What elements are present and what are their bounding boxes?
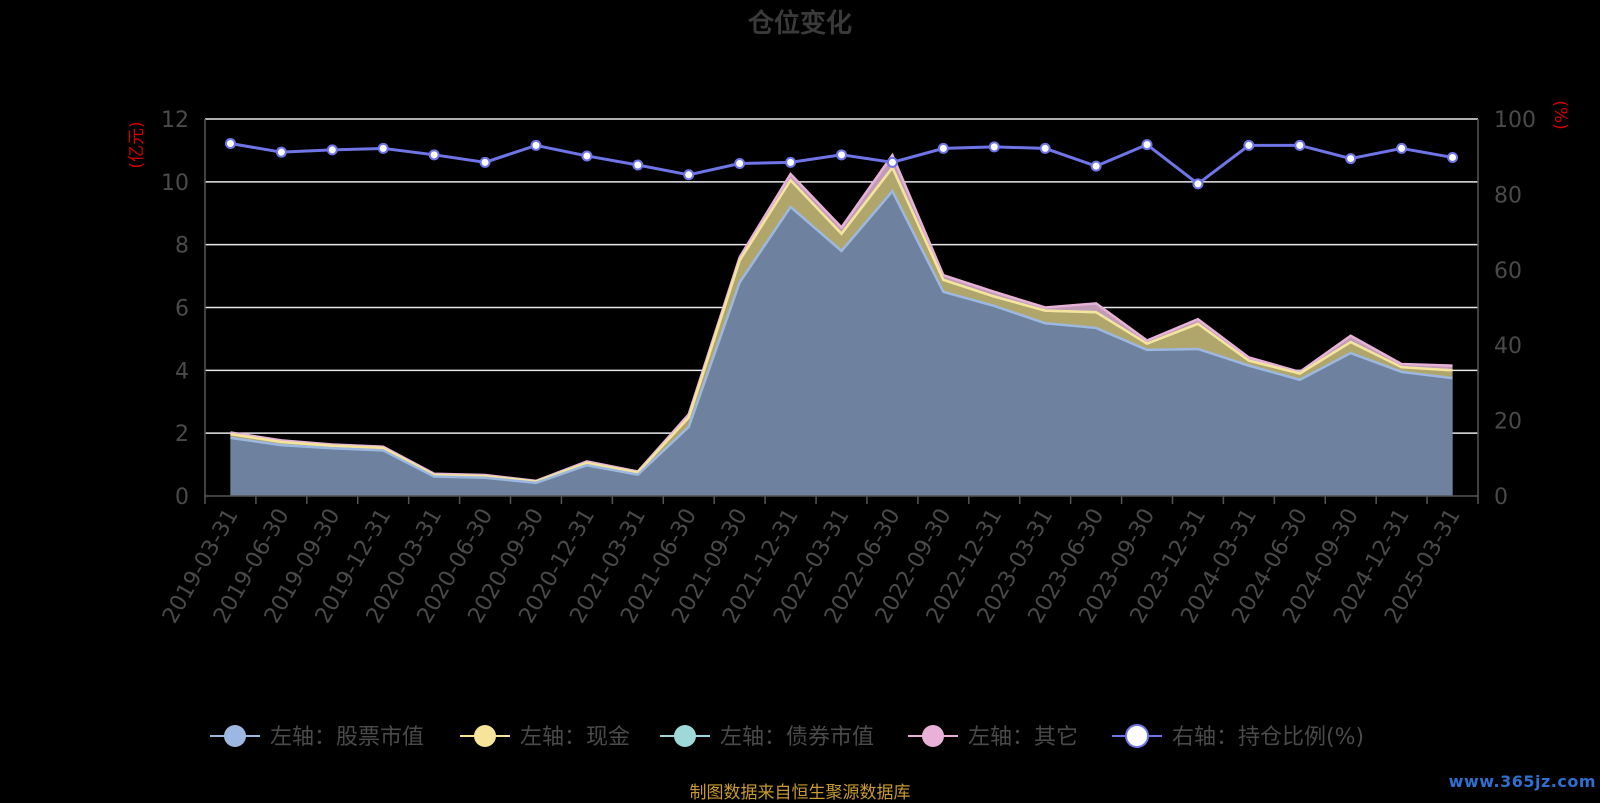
right-tick-label: 80 [1494,183,1522,208]
right-tick-label: 60 [1494,259,1522,284]
right-tick-label: 20 [1494,410,1522,435]
ratio-point [1039,142,1051,154]
left-tick-label: 8 [175,234,189,259]
holding-ratio-line [224,138,1459,190]
area-0 [230,191,1453,496]
ratio-point [479,156,491,168]
area-outline-0 [230,189,1453,485]
ratio-point [1447,151,1459,163]
legend-item-4[interactable]: 右轴：持仓比例(%) [1112,724,1364,750]
right-tick-label: 0 [1494,485,1508,510]
ratio-point [1243,139,1255,151]
ratio-point [428,149,440,161]
legend-marker [674,725,696,747]
legend-item-0[interactable]: 左轴：股票市值 [210,725,424,750]
legend[interactable]: 左轴：股票市值 左轴：现金 左轴：债券市值 左轴：其它 右轴：持仓比例(%) [210,724,1364,750]
ratio-point [632,159,644,171]
legend-marker [922,725,944,747]
ratio-point [377,142,389,154]
chart-title: 仓位变化 [747,8,852,39]
left-tick-label: 12 [161,108,189,133]
legend-item-2[interactable]: 左轴：债券市值 [660,725,874,750]
right-tick-label: 40 [1494,334,1522,359]
ratio-point [530,139,542,151]
ratio-point [988,141,1000,153]
ratio-point [836,149,847,161]
ratio-point [785,156,797,168]
left-tick-label: 10 [161,171,189,196]
ratio-point [224,138,236,150]
ratio-point [1345,153,1357,165]
ratio-point [886,156,898,168]
area-outline-1 [230,165,1453,483]
ratio-point [1090,160,1102,172]
ratio-point [1294,139,1306,151]
ratio-point [937,142,949,154]
legend-marker [224,725,246,747]
left-tick-label: 2 [175,422,189,447]
legend-label: 左轴：债券市值 [720,725,874,750]
legend-item-3[interactable]: 左轴：其它 [908,725,1078,750]
ratio-point [1396,142,1408,154]
data-source-note: 制图数据来自恒生聚源数据库 [689,783,911,803]
right-tick-label: 100 [1494,108,1536,133]
legend-label: 左轴：现金 [520,725,630,750]
ratio-point [326,144,338,156]
left-tick-label: 6 [175,297,189,322]
right-axis-unit: (%) [1550,100,1570,129]
legend-marker [474,725,496,747]
legend-item-1[interactable]: 左轴：现金 [460,725,630,750]
ratio-point [581,150,593,162]
left-axis-unit: (亿元) [127,121,147,168]
ratio-point [1192,178,1204,190]
ratio-point [683,169,695,181]
ratio-point [734,157,746,169]
legend-label: 左轴：股票市值 [270,725,424,750]
ratio-point [275,146,287,158]
legend-label: 右轴：持仓比例(%) [1172,725,1364,750]
left-tick-label: 0 [175,485,189,510]
legend-marker [1125,724,1149,748]
left-tick-label: 4 [175,359,189,384]
ratio-point [1141,139,1153,151]
watermark: www.365jz.com [1448,772,1596,791]
stacked-areas [230,152,1453,497]
legend-label: 左轴：其它 [968,725,1078,750]
